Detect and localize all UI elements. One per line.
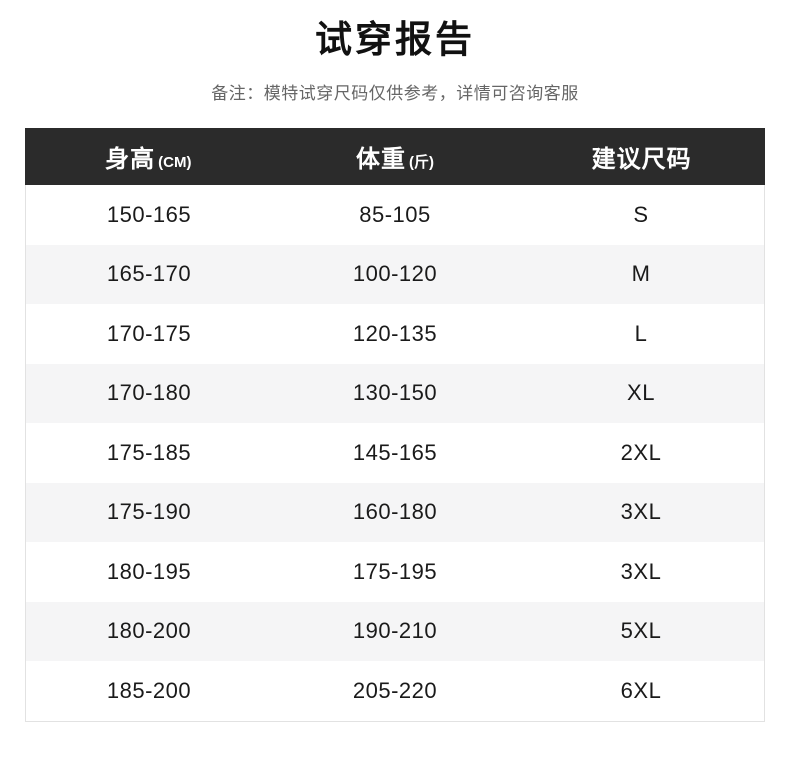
size-cell: L: [634, 320, 648, 346]
height-cell: 175-185: [106, 439, 192, 465]
size-cell: XL: [627, 380, 655, 406]
weight-cell: 120-135: [352, 320, 438, 346]
height-cell: 170-180: [106, 380, 192, 406]
height-cell: 180-200: [106, 618, 192, 644]
weight-cell: 205-220: [352, 677, 438, 703]
table-body: 150-165 85-105 S 165-170 100-120 M 170-175 120-…: [25, 185, 765, 722]
header-size-label: 建议尺码: [591, 146, 692, 173]
weight-cell: 100-120: [352, 261, 438, 287]
header-weight: 体重 (斤): [272, 139, 519, 174]
size-cell: 5XL: [620, 618, 662, 644]
header-height-label: 身高: [105, 146, 156, 173]
table-row: 170-180 130-150 XL: [26, 363, 764, 423]
size-cell: S: [633, 201, 649, 227]
table-row: 170-175 120-135 L: [26, 304, 764, 364]
height-cell: 185-200: [106, 677, 192, 703]
weight-cell: 130-150: [352, 380, 438, 406]
table-row: 165-170 100-120 M: [26, 244, 764, 304]
weight-cell: 190-210: [352, 618, 438, 644]
page-note: 备注：模特试穿尺码仅供参考，详情可咨询客服: [211, 84, 579, 103]
weight-cell: 160-180: [352, 499, 438, 525]
height-cell: 180-195: [106, 558, 192, 584]
table-row: 150-165 85-105 S: [26, 185, 764, 245]
table-row: 180-200 190-210 5XL: [26, 601, 764, 661]
height-cell: 165-170: [106, 261, 192, 287]
table-header-row: 身高 (CM) 体重 (斤) 建议尺码: [25, 128, 765, 185]
height-cell: 150-165: [106, 201, 192, 227]
table-row: 185-200 205-220 6XL: [26, 661, 764, 721]
header-height-unit: (CM): [158, 154, 192, 171]
header-height: 身高 (CM): [25, 139, 272, 174]
header-weight-label: 体重: [355, 146, 406, 173]
size-table: 身高 (CM) 体重 (斤) 建议尺码 150-165 85-105 S 165-170 1…: [25, 128, 765, 722]
size-cell: 2XL: [620, 439, 662, 465]
size-cell: 3XL: [620, 499, 662, 525]
weight-cell: 85-105: [359, 201, 431, 227]
header-size: 建议尺码: [518, 139, 765, 174]
header-weight-unit: (斤): [408, 154, 434, 171]
table-row: 175-190 160-180 3XL: [26, 482, 764, 542]
height-cell: 175-190: [106, 499, 192, 525]
height-cell: 170-175: [106, 320, 192, 346]
size-cell: 3XL: [620, 558, 662, 584]
weight-cell: 175-195: [352, 558, 438, 584]
size-cell: 6XL: [620, 677, 662, 703]
weight-cell: 145-165: [352, 439, 438, 465]
size-cell: M: [631, 261, 651, 287]
table-row: 175-185 145-165 2XL: [26, 423, 764, 483]
page-title: 试穿报告: [315, 19, 475, 60]
table-row: 180-195 175-195 3XL: [26, 542, 764, 602]
